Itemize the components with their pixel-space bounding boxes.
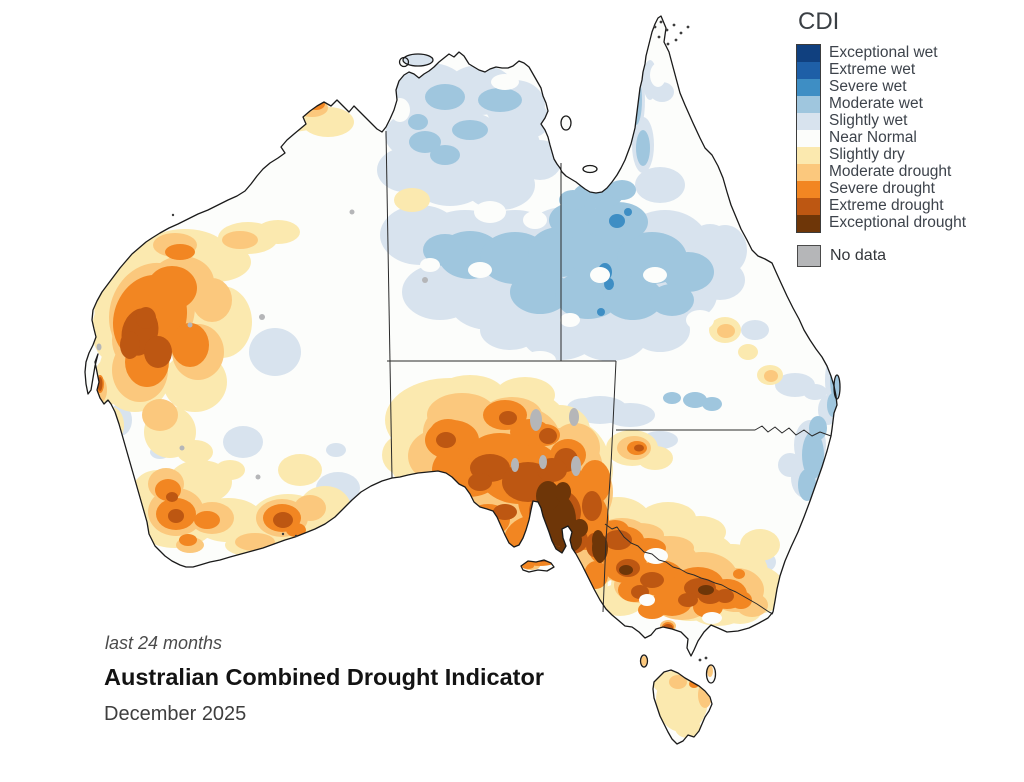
legend-swatch-8 — [797, 181, 820, 198]
caption-title: Australian Combined Drought Indicator — [104, 664, 544, 690]
legend-swatch-4 — [797, 113, 820, 130]
legend-label-1: Extreme wet — [829, 61, 916, 78]
mornington-island-outline — [582, 164, 598, 174]
flinders-island-outline — [705, 664, 717, 684]
state-borders — [385, 130, 832, 615]
legend-label-2: Severe wet — [829, 78, 907, 95]
legend-swatch-6 — [797, 147, 820, 164]
mainland-outline — [84, 15, 838, 657]
wa-border — [385, 130, 393, 479]
kangaroo-island-outline — [520, 559, 555, 573]
caption-period: last 24 months — [105, 633, 223, 653]
legend-swatch-7 — [797, 164, 820, 181]
tasmania-outline — [652, 669, 713, 745]
king-island-outline — [639, 654, 649, 668]
legend-swatch-10 — [797, 215, 820, 232]
no-data-lakes — [96, 209, 581, 480]
legend-swatch-5 — [797, 130, 820, 147]
fraser-island-outline — [833, 374, 841, 400]
legend-label-6: Slightly dry — [829, 146, 905, 163]
legend-no-data-row: No data — [797, 245, 1024, 267]
legend-label-3: Moderate wet — [829, 95, 923, 112]
no-data-swatch — [797, 245, 821, 267]
nsw-vic-border — [604, 523, 774, 615]
legend-swatch-0 — [797, 45, 820, 62]
melville-island-outline — [402, 53, 434, 67]
legend-label-0: Exceptional wet — [829, 44, 938, 61]
torres-strait-island-dots — [171, 20, 708, 662]
legend-body: Exceptional wet Extreme wet Severe wet Mode… — [796, 44, 1024, 233]
legend-label-5: Near Normal — [829, 129, 917, 146]
bathurst-island-outline — [398, 56, 410, 68]
legend-swatch-1 — [797, 62, 820, 79]
groote-island-outline — [560, 115, 572, 131]
legend-label-9: Extreme drought — [829, 197, 944, 214]
legend-swatch-3 — [797, 96, 820, 113]
coastlines — [84, 15, 841, 745]
legend-colorbar — [796, 44, 821, 233]
sa-east-border — [602, 360, 617, 613]
near-normal-holes — [390, 63, 722, 624]
legend-labels: Exceptional wet Extreme wet Severe wet Mode… — [829, 44, 966, 231]
legend-label-8: Severe drought — [829, 180, 935, 197]
cdi-legend: CDI Exceptional wet Extreme wet Severe wet… — [796, 8, 1024, 267]
caption-date: December 2025 — [104, 703, 247, 725]
legend-title: CDI — [798, 8, 840, 35]
legend-label-7: Moderate drought — [829, 163, 952, 180]
legend-label-4: Slightly wet — [829, 112, 908, 129]
legend-label-10: Exceptional drought — [829, 214, 967, 231]
no-data-label: No data — [830, 247, 887, 264]
map-caption: last 24 months Australian Combined Droug… — [104, 633, 544, 726]
qld-nsw-border — [616, 425, 832, 437]
legend-swatch-2 — [797, 79, 820, 96]
moderate-wet-regions — [408, 75, 840, 501]
legend-swatch-9 — [797, 198, 820, 215]
